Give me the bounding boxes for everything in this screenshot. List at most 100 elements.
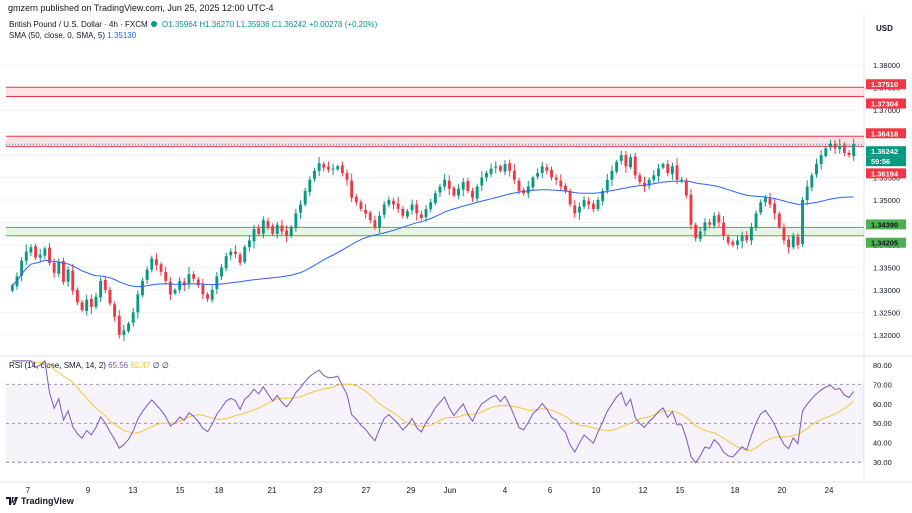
- level-label-r2-top: 1.36418: [871, 129, 898, 138]
- tradingview-logo[interactable]: TradingView: [6, 496, 74, 506]
- candle-body: [749, 226, 753, 241]
- candle-body: [141, 280, 144, 296]
- candle-body: [410, 204, 414, 211]
- time-tick-label: 12: [639, 486, 648, 495]
- candle-body: [629, 157, 632, 168]
- time-tick-label: 4: [503, 486, 508, 495]
- candle-body: [220, 267, 223, 277]
- candle-body: [517, 180, 521, 192]
- level-label-r1-top-bg: [866, 79, 906, 90]
- sma-legend[interactable]: SMA (50, close, 0, SMA, 5) 1.35130: [9, 31, 136, 40]
- candle-body: [689, 194, 693, 225]
- resistance-zone-upper-fill: [6, 87, 864, 97]
- candle-body: [610, 170, 614, 180]
- candle-body: [340, 165, 344, 174]
- candle-body: [10, 285, 14, 291]
- candle-body: [824, 148, 828, 156]
- candle-body: [294, 213, 298, 228]
- candle-body: [717, 214, 721, 223]
- candle-body: [698, 231, 702, 240]
- candle-body: [299, 204, 302, 213]
- rsi-tick-label: 30.00: [873, 458, 892, 467]
- rsi-ma-line: [12, 360, 855, 452]
- candle-body: [703, 222, 707, 231]
- instrument-name: British Pound / U.S. Dollar · 4h · FXCM: [9, 20, 148, 29]
- candle-body: [787, 239, 791, 248]
- candle-body: [624, 155, 628, 167]
- candle-body: [471, 191, 474, 198]
- candle-body: [108, 289, 112, 304]
- rsi-legend[interactable]: RSI (14, close, SMA, 14, 2) 65.56 62.47 …: [9, 361, 169, 370]
- candle-body: [405, 211, 409, 217]
- candle-body: [443, 179, 447, 187]
- candle-body: [206, 294, 209, 299]
- level-label-r1-bottom: 1.37304: [871, 99, 899, 108]
- level-label-r2-bottom-bg: [866, 168, 906, 179]
- candle-body: [633, 156, 637, 176]
- rsi-value: 65.56: [108, 361, 129, 370]
- candle-body: [24, 251, 28, 261]
- candle-body: [619, 155, 623, 161]
- candlestick-series: [10, 138, 856, 342]
- candle-body: [708, 222, 712, 225]
- time-tick-label: 23: [314, 486, 323, 495]
- currency-label[interactable]: USD: [876, 24, 893, 33]
- candle-body: [461, 182, 465, 190]
- candle-body: [266, 221, 270, 227]
- candle-body: [103, 279, 107, 290]
- candle-body: [485, 173, 488, 178]
- level-label-r1-top: 1.37510: [871, 80, 898, 89]
- candle-body: [159, 264, 163, 272]
- candle-body: [415, 204, 419, 214]
- candle-body: [763, 197, 767, 203]
- candle-body: [740, 235, 744, 242]
- candle-body: [364, 209, 368, 214]
- candle-body: [210, 289, 214, 300]
- time-tick-label: 7: [26, 486, 31, 495]
- candle-body: [275, 224, 279, 234]
- rsi-tick-label: 60.00: [873, 400, 892, 409]
- level-label-s-bottom: 1.34205: [871, 239, 898, 248]
- symbol-legend[interactable]: British Pound / U.S. Dollar · 4h · FXCM …: [9, 20, 377, 29]
- candle-body: [489, 168, 493, 174]
- candle-body: [247, 240, 251, 248]
- candle-body: [550, 169, 553, 178]
- candle-body: [317, 163, 321, 171]
- time-tick-label: 21: [268, 486, 277, 495]
- candle-body: [605, 179, 609, 191]
- candle-body: [71, 270, 75, 291]
- price-axis[interactable]: 1.380001.375001.370001.365001.360001.355…: [873, 61, 900, 467]
- time-axis[interactable]: 7 9 13 15 18 21 23 27 29 Jun 4 6 10 12 15 18 20 24: [26, 486, 834, 495]
- candle-body: [331, 168, 335, 170]
- countdown-label-bg: [866, 156, 906, 167]
- candle-body: [712, 215, 716, 226]
- candle-body: [145, 269, 149, 280]
- candle-body: [401, 208, 405, 216]
- rsi-tick-label: 80.00: [873, 361, 892, 370]
- level-label-s-top-bg: [866, 219, 906, 230]
- candle-body: [75, 289, 79, 303]
- price-tick-label: 1.35000: [873, 196, 900, 205]
- candle-body: [512, 170, 516, 180]
- candle-body: [359, 202, 363, 209]
- candle-body: [680, 179, 684, 181]
- candle-body: [638, 175, 642, 183]
- candle-body: [336, 166, 340, 170]
- time-tick-label: 13: [129, 486, 138, 495]
- rsi-line: [12, 359, 855, 464]
- candle-body: [261, 220, 265, 234]
- time-tick-label: 15: [676, 486, 685, 495]
- candle-body: [847, 152, 851, 156]
- candle-body: [615, 161, 619, 172]
- candle-body: [178, 280, 182, 290]
- time-tick-label: 9: [86, 486, 91, 495]
- candle-body: [568, 191, 572, 205]
- candle-body: [419, 214, 423, 218]
- candle-body: [182, 281, 186, 286]
- price-zones: [6, 86, 864, 237]
- candle-body: [80, 302, 84, 311]
- rsi-ma-value: 62.47: [130, 361, 151, 370]
- candle-body: [815, 164, 818, 175]
- candle-body: [475, 186, 479, 199]
